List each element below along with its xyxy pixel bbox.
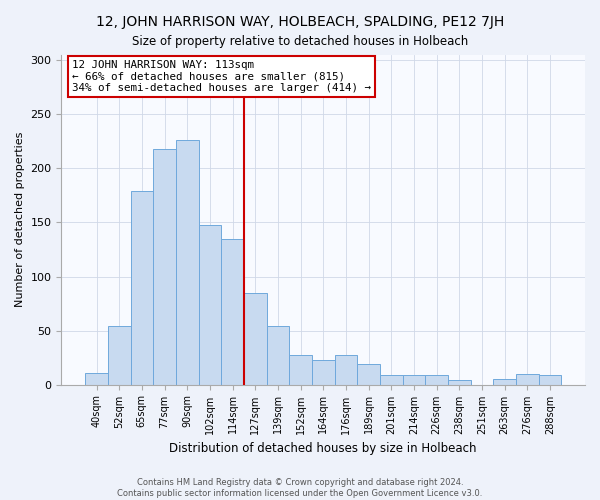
Text: 12, JOHN HARRISON WAY, HOLBEACH, SPALDING, PE12 7JH: 12, JOHN HARRISON WAY, HOLBEACH, SPALDIN… [96,15,504,29]
Bar [176,140,199,384]
Y-axis label: Number of detached properties: Number of detached properties [15,132,25,308]
Text: Size of property relative to detached houses in Holbeach: Size of property relative to detached ho… [132,35,468,48]
Bar [131,191,153,384]
Text: Contains HM Land Registry data © Crown copyright and database right 2024.
Contai: Contains HM Land Registry data © Crown c… [118,478,482,498]
Bar [516,374,539,384]
Bar [493,379,516,384]
Bar [403,375,425,384]
Bar [312,360,335,384]
Bar [85,372,108,384]
Bar [289,356,312,384]
Bar [335,356,357,384]
Bar [448,380,470,384]
Bar [244,292,266,384]
Bar [539,375,561,384]
Bar [425,375,448,384]
Bar [153,149,176,384]
X-axis label: Distribution of detached houses by size in Holbeach: Distribution of detached houses by size … [169,442,477,455]
Bar [380,375,403,384]
Text: 12 JOHN HARRISON WAY: 113sqm
← 66% of detached houses are smaller (815)
34% of s: 12 JOHN HARRISON WAY: 113sqm ← 66% of de… [72,60,371,93]
Bar [266,326,289,384]
Bar [108,326,131,384]
Bar [357,364,380,384]
Bar [199,224,221,384]
Bar [221,238,244,384]
